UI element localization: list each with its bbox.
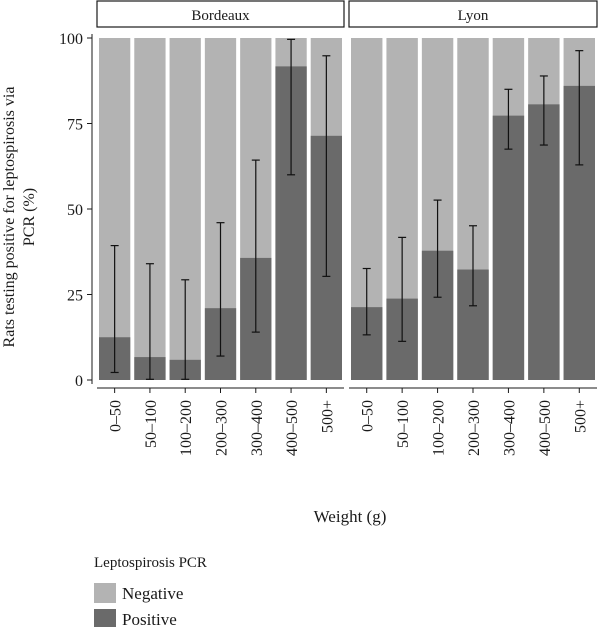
x-tick-label: 200–300 (214, 400, 231, 456)
x-tick-label: 400–500 (284, 400, 301, 456)
plot-area: 0 25 50 75 100 0–50 50–100 100–200 200–300 300–40… (59, 31, 597, 456)
facet-strip-bordeaux (96, 0, 345, 28)
legend-label-negative: Negative (122, 584, 183, 603)
x-tick-label: 50–100 (143, 400, 160, 448)
y-tick-label: 25 (67, 288, 83, 305)
x-tick-label: 100–200 (431, 400, 448, 456)
x-tick-label: 300–400 (249, 400, 266, 456)
facet-label-lyon: Lyon (458, 8, 489, 24)
x-tick-label: 100–200 (178, 400, 195, 456)
x-tick-label: 500+ (572, 400, 589, 433)
x-tick-label: 300–400 (501, 400, 518, 456)
x-tick-label: 50–100 (395, 400, 412, 448)
x-tick-label: 0–50 (108, 400, 125, 432)
x-tick-label: 500+ (319, 400, 336, 433)
y-tick-label: 0 (75, 373, 83, 390)
x-axis-title: Weight (g) (314, 507, 387, 526)
x-tick-label: 200–300 (466, 400, 483, 456)
y-axis-title-line2: PCR (%) (21, 188, 38, 246)
y-tick-label: 75 (67, 117, 83, 134)
x-tick-label: 400–500 (537, 400, 554, 456)
x-tick-label: 0–50 (360, 400, 377, 432)
y-tick-label: 100 (59, 31, 83, 48)
bar-positive (528, 104, 560, 381)
legend-swatch-positive (94, 609, 116, 627)
facet-label-bordeaux: Bordeaux (191, 8, 250, 24)
legend-title: Leptospirosis PCR (94, 555, 207, 571)
facet-strip-lyon (348, 0, 598, 28)
legend-swatch-negative (94, 583, 116, 603)
legend-label-positive: Positive (122, 610, 177, 627)
bar-positive (492, 115, 525, 380)
y-tick-label: 50 (67, 202, 83, 219)
y-axis-title-line1: Rats testing positive for leptospirosis … (1, 87, 18, 348)
